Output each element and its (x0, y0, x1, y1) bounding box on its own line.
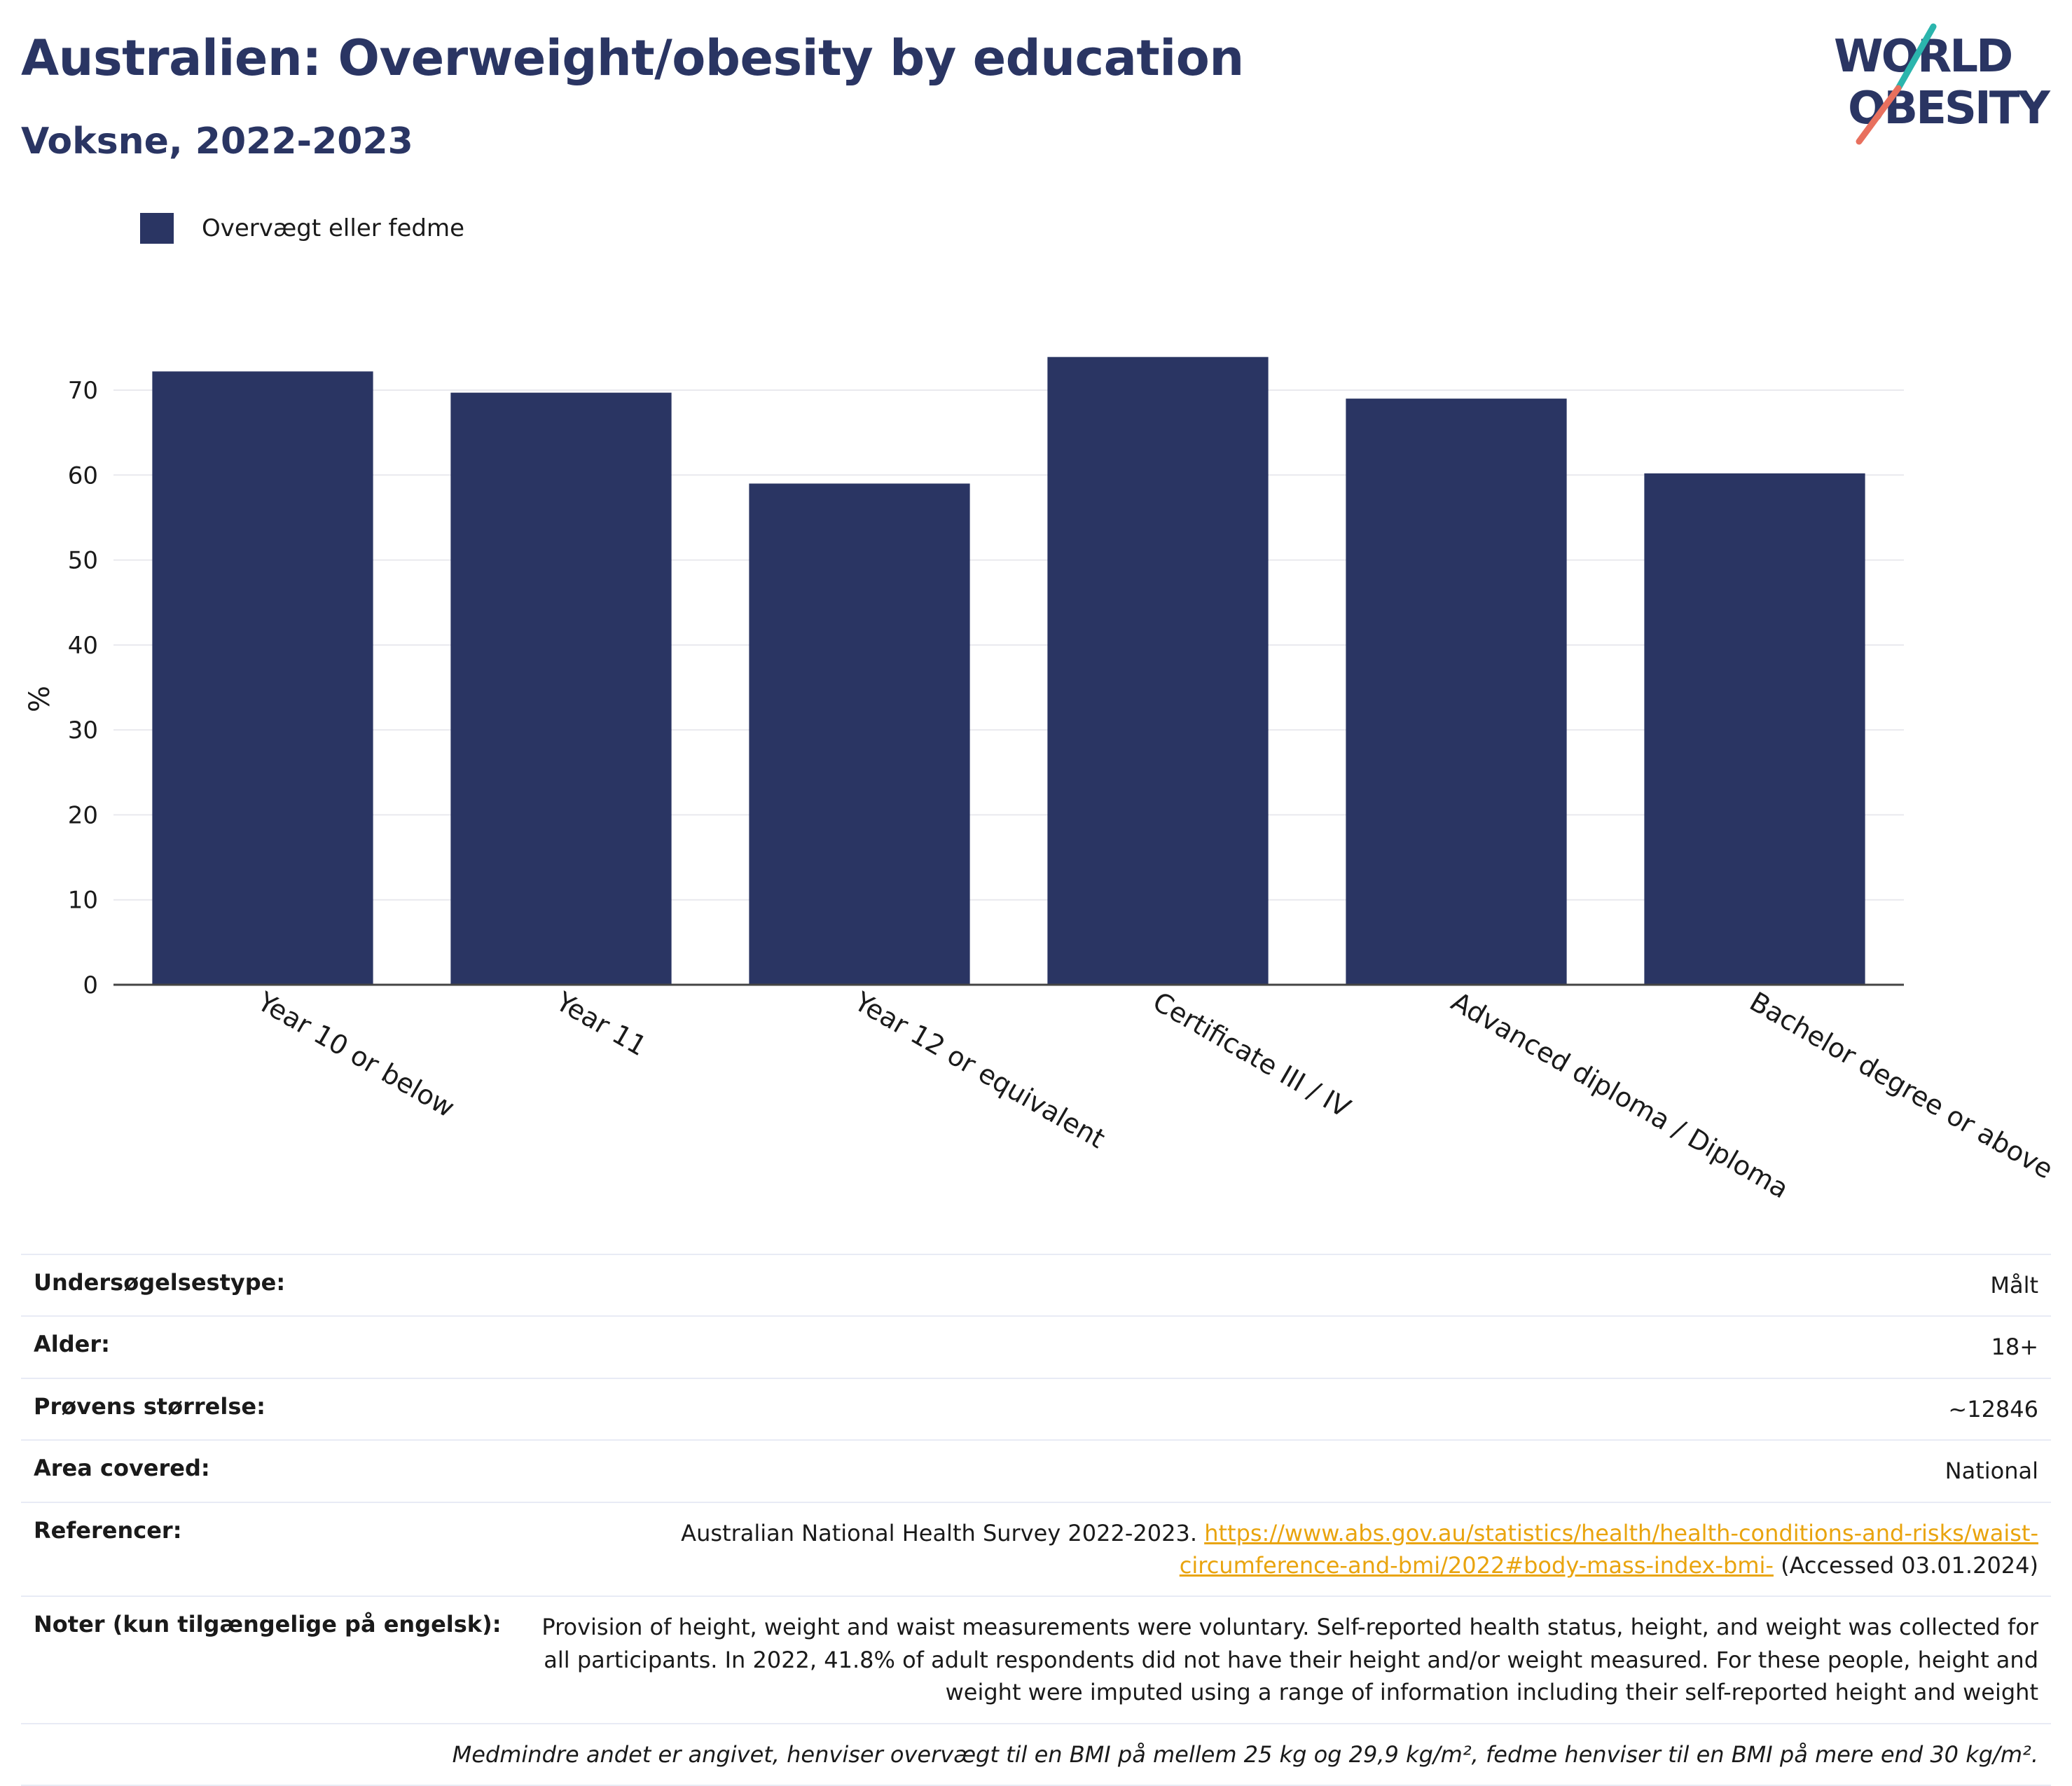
bar (1644, 473, 1865, 985)
sample-size-value: ~12846 (1948, 1395, 2038, 1422)
y-tick-label: 0 (83, 971, 98, 999)
reference-accessed: (Accessed 03.01.2024) (1781, 1551, 2038, 1579)
info-row-age: Alder: 18+ (21, 1315, 2051, 1377)
world-obesity-logo[interactable]: WORLD OBESITY (1828, 21, 2052, 147)
info-row-notes: Noter (kun tilgængelige på engelsk): Pro… (21, 1595, 2051, 1722)
y-tick-label: 60 (68, 462, 98, 490)
bar (1346, 399, 1567, 985)
chart-legend[interactable]: Overvægt eller fedme (140, 212, 464, 245)
bar (450, 392, 672, 985)
bar (749, 483, 970, 985)
info-row-sample-size: Prøvens størrelse: ~12846 (21, 1377, 2051, 1439)
logo-slash-coral (1856, 85, 1902, 145)
legend-swatch (140, 213, 174, 244)
area-value: National (1945, 1458, 2038, 1485)
reference-link[interactable]: https://www.abs.gov.au/statistics/health… (1180, 1520, 2038, 1579)
x-tick-label: Bachelor degree or above (1745, 986, 2059, 1185)
y-tick-label: 10 (68, 887, 98, 915)
x-tick-label: Certificate III / IV (1148, 986, 1356, 1124)
chart-title: Australien: Overweight/obesity by educat… (21, 29, 1244, 87)
reference-text: Australian National Health Survey 2022-2… (681, 1519, 1198, 1546)
x-tick-label: Advanced diploma / Diploma (1446, 986, 1794, 1205)
y-tick-label: 30 (68, 717, 98, 745)
info-row-area: Area covered: National (21, 1439, 2051, 1501)
y-tick-label: 50 (68, 547, 98, 575)
legend-label: Overvægt eller fedme (202, 214, 465, 242)
references-label: Referencer: (34, 1516, 182, 1544)
bar (1047, 356, 1269, 985)
reference-link-line2[interactable]: circumference-and-bmi/2022#body-mass-ind… (1179, 1551, 1774, 1579)
info-row-survey-type: Undersøgelsestype: Målt (21, 1254, 2051, 1315)
notes-value: Provision of height, weight and waist me… (541, 1614, 2038, 1706)
y-tick-label: 40 (68, 632, 98, 660)
info-table: Undersøgelsestype: Målt Alder: 18+ Prøve… (21, 1254, 2051, 1786)
bar-chart: 0 10 20 30 40 50 60 70% Year 10 or below Year 11 Y… (24, 356, 2059, 1205)
bar (152, 371, 373, 985)
x-tick-label: Year 10 or below (252, 985, 460, 1123)
y-tick-label: 70 (68, 377, 98, 405)
survey-type-value: Målt (1990, 1272, 2038, 1299)
chart-subtitle: Voksne, 2022-2023 (21, 120, 413, 162)
age-value: 18+ (1991, 1334, 2038, 1361)
reference-link-line1[interactable]: https://www.abs.gov.au/statistics/health… (1204, 1519, 2038, 1546)
logo-slash-teal (1895, 23, 1937, 92)
footnote-text: Medmindre andet er angivet, henviser ove… (452, 1740, 2038, 1768)
sample-size-label: Prøvens størrelse: (34, 1392, 265, 1420)
survey-type-label: Undersøgelsestype: (34, 1269, 286, 1296)
area-label: Area covered: (34, 1455, 210, 1482)
logo-text-world: WORLD (1834, 31, 2011, 83)
info-row-footnote: Medmindre andet er angivet, henviser ove… (21, 1722, 2051, 1786)
references-value: Australian National Health Survey 2022-2… (681, 1517, 2038, 1582)
age-label: Alder: (34, 1331, 110, 1358)
notes-label: Noter (kun tilgængelige på engelsk): (34, 1611, 502, 1638)
info-row-references: Referencer: Australian National Health S… (21, 1501, 2051, 1596)
x-tick-label: Year 12 or equivalent (849, 985, 1110, 1154)
logo-text-obesity: OBESITY (1848, 83, 2050, 134)
x-tick-label: Year 11 (551, 985, 652, 1062)
y-axis-label: % (24, 686, 56, 712)
y-tick-label: 20 (68, 801, 98, 829)
